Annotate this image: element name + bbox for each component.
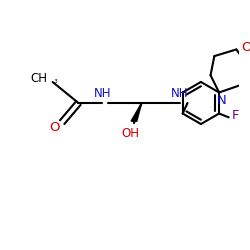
Polygon shape <box>131 103 141 121</box>
Text: NH: NH <box>171 87 188 100</box>
Text: NH: NH <box>94 87 111 100</box>
Text: N: N <box>217 94 227 107</box>
Text: $_3$: $_3$ <box>52 78 58 86</box>
Text: CH: CH <box>31 72 48 85</box>
Text: OH: OH <box>121 127 139 140</box>
Text: F: F <box>232 109 239 122</box>
Text: O: O <box>242 41 250 54</box>
Text: O: O <box>49 121 60 134</box>
